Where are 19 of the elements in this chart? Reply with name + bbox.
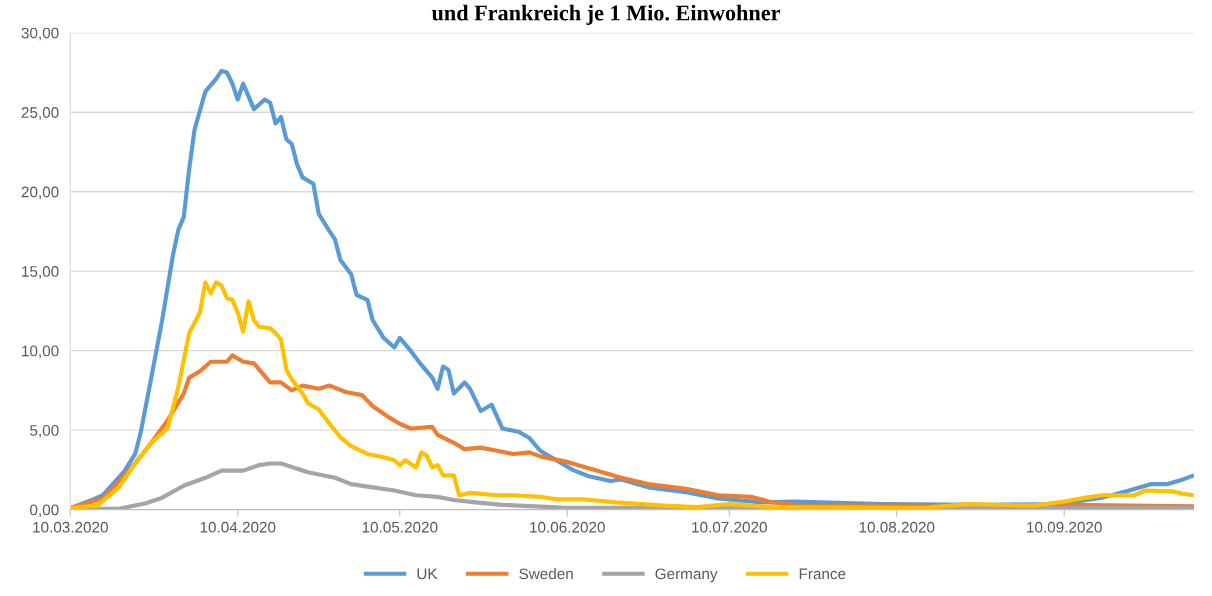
x-tick-label: 10.07.2020	[692, 521, 767, 533]
y-tick-label: 25,00	[21, 107, 59, 120]
legend-label: France	[799, 568, 846, 580]
y-tick-label: 5,00	[30, 424, 59, 438]
x-tick-label: 10.04.2020	[200, 521, 276, 533]
x-tick-label: 10.08.2020	[859, 521, 935, 533]
legend-label: UK	[417, 568, 438, 580]
x-tick-label: 10.03.2020	[33, 521, 108, 533]
x-tick-label: 10.06.2020	[530, 521, 605, 533]
y-tick-label: 10,00	[22, 345, 59, 359]
y-tick-label: 20,00	[21, 186, 59, 200]
x-tick-label: 10.09.2020	[1027, 521, 1102, 533]
y-tick-label: 0,00	[30, 504, 59, 518]
y-tick-label: 15,00	[22, 266, 59, 279]
legend-label: Sweden	[519, 568, 573, 580]
legend-label: Germany	[655, 568, 718, 583]
x-tick-label: 10.05.2020	[362, 521, 438, 533]
chart-title: und Frankreich je 1 Mio. Einwohner	[431, 4, 781, 25]
y-tick-label: 30,00	[21, 27, 59, 41]
